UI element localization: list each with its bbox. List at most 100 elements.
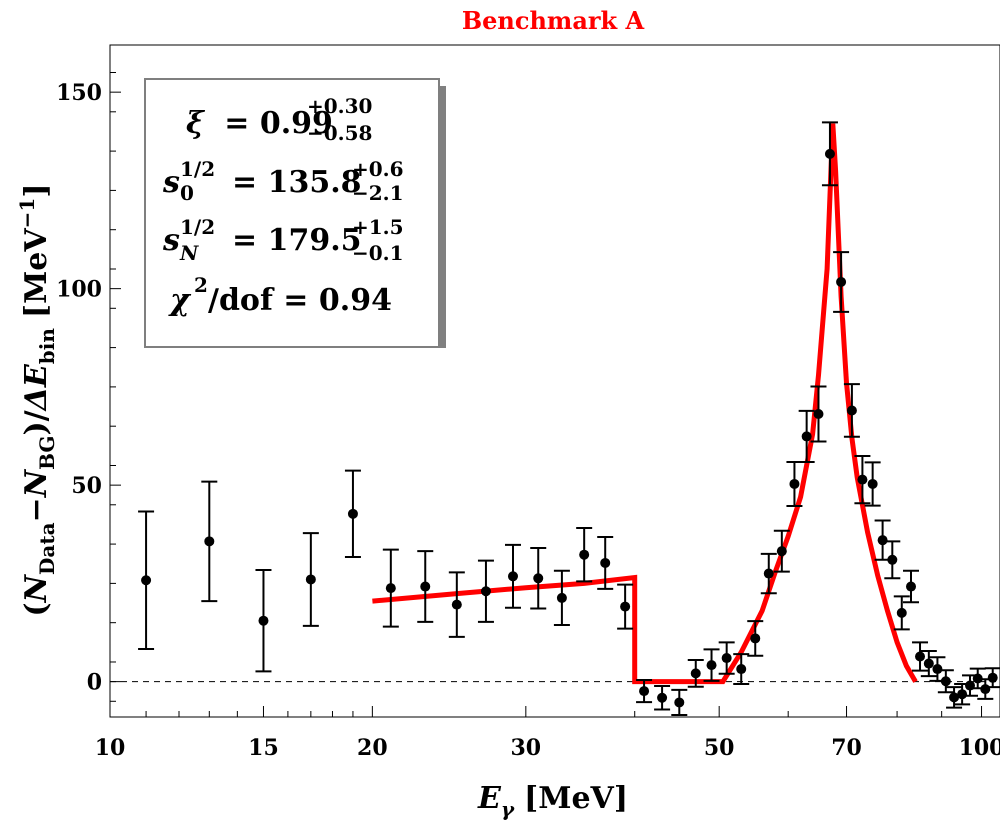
data-marker (347, 508, 358, 519)
data-point (302, 532, 319, 627)
y-tick-label: 0 (87, 670, 102, 696)
data-marker (507, 571, 518, 582)
sN-line: s (162, 223, 180, 258)
x-tick-label: 10 (95, 735, 126, 761)
x-label-subscript: γ (501, 797, 515, 821)
data-point (687, 659, 704, 688)
data-marker (915, 651, 926, 662)
data-marker (305, 574, 316, 585)
data-marker (706, 660, 717, 671)
data-point (798, 409, 815, 463)
sN-index: N (179, 241, 199, 265)
data-point (786, 460, 803, 507)
data-point (937, 669, 954, 694)
y-label-units: [MeV (19, 228, 54, 318)
data-points-group (138, 121, 1000, 717)
y-tick-label: 150 (56, 80, 102, 106)
data-marker (906, 581, 917, 592)
data-marker (579, 549, 590, 560)
chi-line: χ (168, 283, 192, 318)
xi-line: ξ = 0.99 (186, 106, 333, 141)
data-point (617, 583, 634, 630)
sN-lower: −0.1 (352, 241, 404, 265)
x-tick-label: 30 (511, 735, 542, 761)
data-point (417, 550, 434, 623)
data-point (703, 648, 720, 682)
data-marker (789, 478, 800, 489)
data-marker (923, 658, 934, 669)
data-marker (776, 546, 787, 557)
data-marker (824, 148, 835, 159)
data-marker (980, 684, 991, 695)
y-axis: 0 50 100 150 (56, 72, 121, 702)
data-marker (556, 592, 567, 603)
y-label-open: ( (19, 602, 54, 616)
data-point (138, 510, 155, 651)
data-marker (987, 672, 998, 683)
data-point (576, 526, 593, 583)
data-marker (750, 633, 761, 644)
data-point (912, 641, 929, 672)
y-label-delta-sub: bin (35, 328, 59, 365)
y-label-nbg: N (19, 468, 54, 498)
data-point (654, 684, 671, 711)
data-marker (420, 581, 431, 592)
data-point (821, 121, 838, 187)
results-box: ξ = 0.99 +0.30 −0.58 s 1/2 0 = 135.8 +0.… (144, 78, 446, 348)
x-tick-label: 50 (704, 735, 735, 761)
data-point (553, 569, 570, 627)
data-marker (940, 676, 951, 687)
data-marker (385, 583, 396, 594)
data-point (504, 543, 521, 609)
data-point (884, 540, 901, 580)
data-point (984, 667, 1000, 689)
fit-curve-group (372, 123, 918, 685)
data-point (477, 559, 494, 623)
data-point (671, 688, 688, 717)
data-marker (600, 557, 611, 568)
data-marker (736, 664, 747, 675)
data-marker (949, 692, 960, 703)
x-label-symbol: E (477, 781, 502, 816)
y-label-close: )/ (19, 410, 54, 435)
data-point (954, 682, 971, 706)
data-marker (141, 575, 152, 586)
data-point (864, 461, 881, 507)
results-box-frame (144, 78, 440, 348)
data-marker (690, 668, 701, 679)
s0-upper: +0.6 (352, 157, 404, 181)
y-label-units-exp: −1 (15, 198, 39, 229)
data-point (946, 686, 963, 709)
data-point (833, 251, 850, 313)
sN-symbol: s (162, 223, 180, 258)
y-label-minus: − (19, 497, 54, 522)
data-point (344, 469, 361, 559)
y-label-delta: ΔE (19, 363, 54, 412)
s0-lower: −2.1 (352, 181, 404, 205)
data-marker (639, 686, 650, 697)
data-marker (857, 474, 868, 485)
chi-value: /dof = 0.94 (208, 283, 392, 318)
y-label-nbg-sub: BG (35, 436, 59, 470)
x-tick-label: 100 (959, 735, 1000, 761)
data-point (530, 547, 547, 610)
sN-value: = 179.5 (232, 223, 362, 258)
data-point (448, 571, 465, 638)
chi-symbol: χ (168, 283, 192, 318)
chi-power: 2 (194, 273, 208, 297)
data-marker (887, 554, 898, 565)
data-point (874, 519, 891, 561)
x-tick-label: 20 (357, 735, 388, 761)
data-marker (657, 692, 668, 703)
data-marker (846, 405, 857, 416)
data-marker (957, 689, 968, 700)
data-marker (801, 431, 812, 442)
data-point (854, 455, 871, 505)
data-marker (867, 478, 878, 489)
x-axis: 10 15 20 30 50 70 100 (95, 706, 1000, 761)
data-point (382, 548, 399, 628)
y-label-ndata-sub: Data (35, 522, 59, 575)
y-axis-label: (NData−NBG)/ΔEbin[MeV−1] (15, 183, 59, 616)
y-tick-label: 100 (56, 277, 102, 303)
